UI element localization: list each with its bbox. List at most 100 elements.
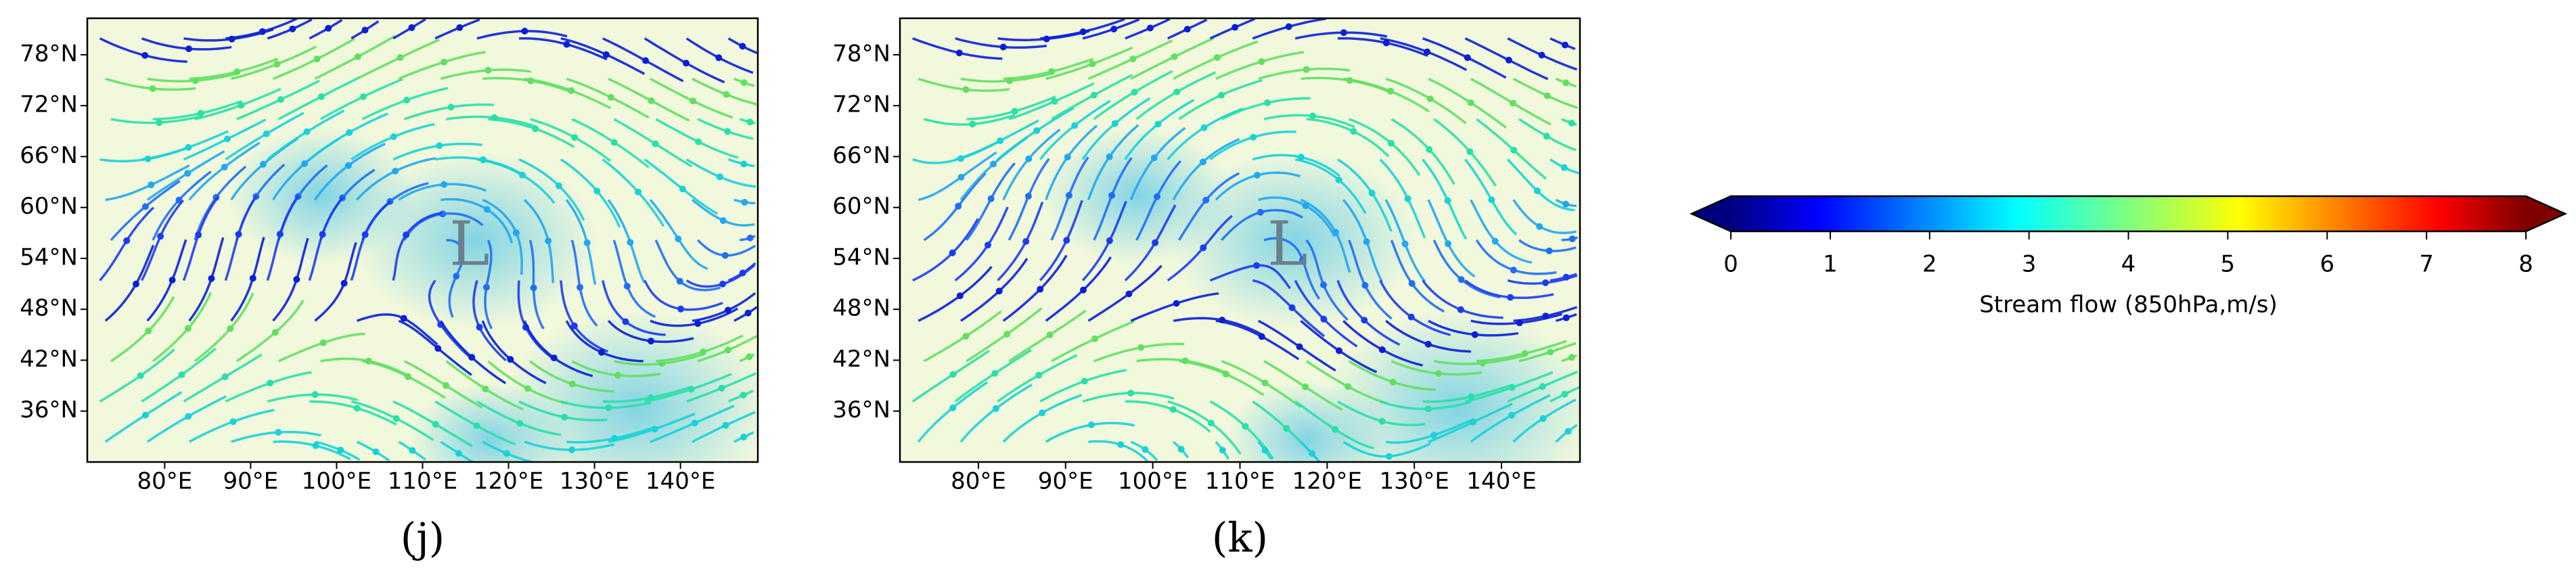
streamline-arrow (1547, 348, 1554, 356)
streamline-arrow (276, 231, 284, 238)
streamline-arrow (344, 162, 352, 169)
streamline-arrow (746, 118, 754, 126)
streamline-arrow (507, 356, 514, 363)
streamline-arrow (1408, 280, 1416, 287)
streamline-arrow (740, 392, 747, 399)
streamline-arrow (1378, 417, 1386, 425)
streamline-arrow (1536, 223, 1543, 230)
streamline-arrow (361, 26, 369, 34)
streamline-arrow (482, 386, 489, 393)
streamline-arrow (403, 96, 411, 103)
streamline-arrow (1046, 331, 1054, 338)
streamline-arrow (185, 413, 192, 420)
streamline-arrow (990, 160, 997, 168)
panel-label: (j) (401, 515, 445, 562)
streamline-arrow (999, 43, 1007, 51)
streamline-arrow (456, 24, 464, 31)
streamline-arrow (1562, 79, 1570, 87)
streamline-arrow (197, 110, 204, 117)
streamline-arrow (208, 275, 215, 282)
streamline-arrow (148, 181, 155, 189)
streamline-arrow (556, 182, 562, 189)
streamline-arrow (1222, 371, 1229, 377)
streamline-arrow (1131, 89, 1138, 96)
y-tick-label: 36°N (832, 396, 890, 423)
streamline-arrow (1080, 286, 1087, 294)
streamline-arrow (561, 413, 568, 421)
streamline-arrow (1025, 155, 1033, 162)
streamline-arrow (1202, 196, 1210, 204)
streamline-arrow (1336, 347, 1342, 354)
streamline-arrow (1560, 164, 1568, 171)
streamline-arrow (1424, 340, 1432, 348)
streamline-arrow (1117, 441, 1125, 448)
streamline-arrow (1261, 379, 1269, 387)
streamline-arrow (1539, 415, 1547, 422)
streamline-arrow (229, 418, 237, 425)
streamline-arrow (1467, 99, 1474, 106)
colorbar-tick-label: 6 (2320, 251, 2334, 278)
x-tick-label: 80°E (951, 468, 1006, 495)
streamline-arrow (1539, 383, 1546, 390)
streamline-arrow (1253, 262, 1260, 269)
streamline-arrow (1091, 335, 1098, 342)
streamline-arrow (1562, 314, 1570, 321)
shading (355, 152, 597, 328)
streamline-arrow (273, 60, 281, 68)
streamline-arrow (987, 195, 995, 202)
streamline-arrow (1505, 56, 1512, 64)
streamline-arrow (1340, 29, 1347, 37)
streamline-arrow (311, 391, 319, 398)
streamline-arrow (570, 322, 578, 329)
streamline-arrow (1011, 108, 1018, 115)
streamline-arrow (718, 384, 725, 392)
streamline-arrow (716, 173, 723, 181)
colorbar-tick-label: 4 (2121, 251, 2136, 278)
streamline-arrow (1510, 99, 1516, 107)
streamline-arrow (992, 405, 999, 412)
low-pressure-label: L (1267, 208, 1308, 279)
streamline-arrow (277, 96, 284, 103)
streamline-arrow (185, 325, 191, 332)
streamline-arrow (233, 68, 241, 76)
streamline-arrow (724, 346, 731, 354)
streamline-arrow (1242, 423, 1249, 430)
streamline-arrow (503, 450, 510, 457)
streamline-arrow (739, 269, 746, 277)
streamline-arrow (695, 138, 702, 145)
streamline-arrow (1258, 333, 1265, 340)
streamline-arrow (722, 421, 729, 429)
streamline-arrow (1564, 428, 1572, 435)
y-tick-label: 66°N (832, 142, 890, 169)
y-tick-label: 48°N (20, 295, 78, 322)
streamline-arrow (157, 233, 164, 240)
streamline-arrow (1288, 304, 1296, 311)
y-tick-label: 78°N (20, 40, 78, 67)
streamline-arrow (453, 273, 460, 280)
streamline-arrow (476, 323, 483, 331)
streamline-arrow (1491, 237, 1499, 245)
streamline-arrow (1087, 421, 1095, 428)
streamline-arrow (455, 450, 462, 457)
streamline-arrow (568, 87, 575, 94)
y-tick-label: 36°N (20, 396, 78, 423)
streamline-arrow (397, 54, 404, 62)
streamline-arrow (995, 287, 1003, 295)
streamline-arrow (1466, 148, 1474, 156)
streamline-arrow (740, 79, 748, 87)
streamline-arrow (359, 93, 367, 100)
streamline-arrow (1426, 95, 1434, 103)
streamline-arrow (1127, 390, 1135, 397)
streamline-arrow (1469, 419, 1476, 425)
streamline-arrow (1361, 281, 1369, 289)
x-tick-label: 120°E (1292, 468, 1362, 495)
streamline-arrow (1468, 393, 1475, 400)
streamline-arrow (1264, 99, 1271, 106)
streamline-arrow (184, 170, 191, 177)
streamline-arrow (605, 404, 612, 411)
streamline-arrow (340, 279, 348, 287)
streamline-arrow (607, 93, 614, 101)
streamline-arrow (408, 24, 415, 31)
streamline-arrow (484, 66, 492, 74)
